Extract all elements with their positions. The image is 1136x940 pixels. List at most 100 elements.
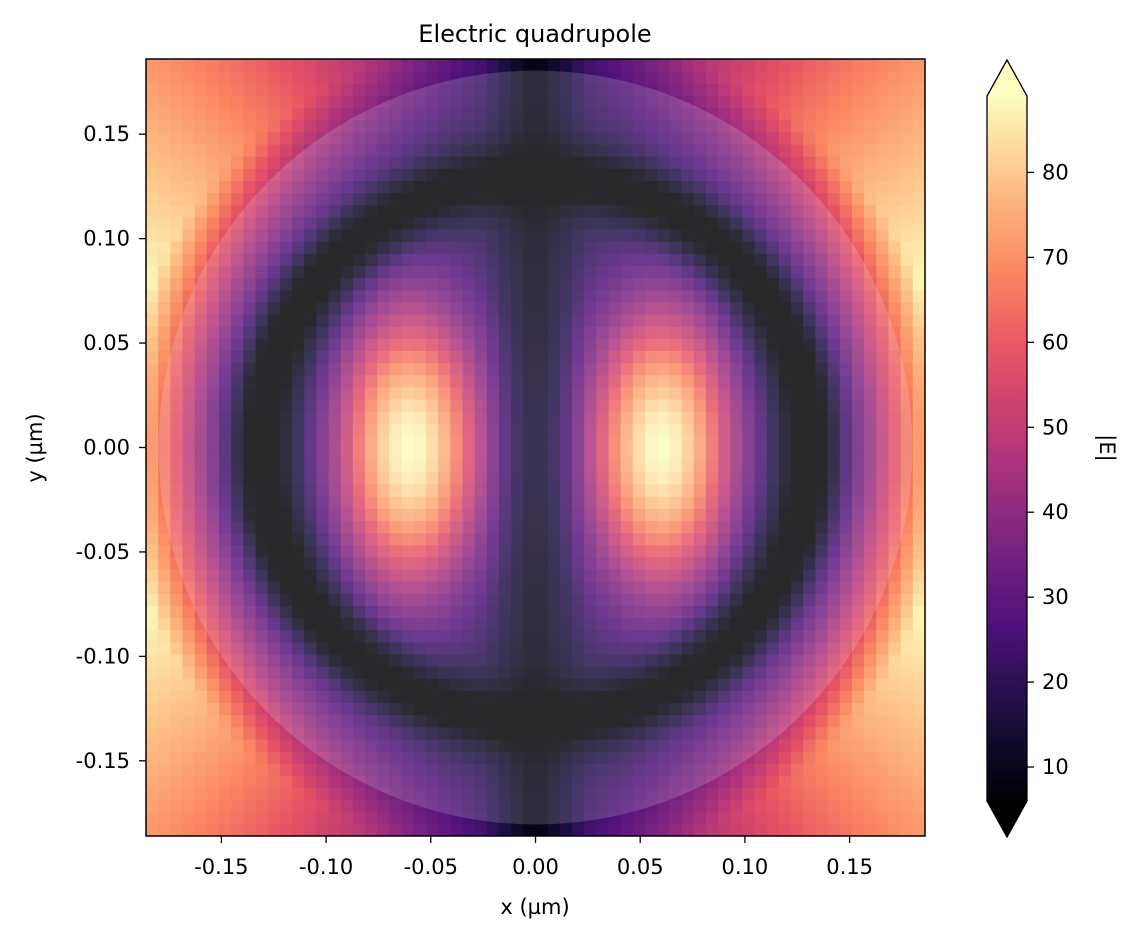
heatmap-cell bbox=[389, 568, 403, 582]
heatmap-cell bbox=[876, 277, 890, 291]
heatmap-cell bbox=[632, 350, 646, 364]
heatmap-cell bbox=[681, 556, 695, 570]
heatmap-cell bbox=[657, 678, 670, 691]
heatmap-cell bbox=[912, 751, 925, 764]
heatmap-cell bbox=[645, 641, 658, 655]
heatmap-cell bbox=[900, 277, 914, 291]
heatmap-cell bbox=[231, 544, 244, 558]
heatmap-cell bbox=[498, 131, 512, 145]
heatmap-cell bbox=[572, 447, 585, 461]
heatmap-cell bbox=[425, 253, 439, 266]
heatmap-cell bbox=[900, 593, 914, 606]
heatmap-cell bbox=[718, 641, 731, 655]
heatmap-cell bbox=[535, 544, 549, 558]
heatmap-cell bbox=[827, 702, 841, 716]
heatmap-cell bbox=[219, 726, 232, 740]
heatmap-cell bbox=[754, 787, 768, 801]
heatmap-cell bbox=[523, 423, 537, 436]
heatmap-cell bbox=[146, 326, 159, 339]
heatmap-cell bbox=[474, 59, 488, 72]
heatmap-cell bbox=[401, 568, 415, 582]
heatmap-cell bbox=[158, 253, 171, 266]
heatmap-cell bbox=[267, 726, 281, 740]
heatmap-cell bbox=[803, 119, 817, 133]
heatmap-cell bbox=[474, 350, 488, 364]
heatmap-cell bbox=[146, 119, 159, 133]
heatmap-cell bbox=[657, 653, 670, 667]
heatmap-cell bbox=[170, 544, 184, 558]
heatmap-cell bbox=[450, 471, 464, 485]
heatmap-cell bbox=[912, 326, 925, 339]
heatmap-cell bbox=[328, 301, 342, 315]
heatmap-cell bbox=[486, 653, 500, 667]
heatmap-cell bbox=[474, 313, 488, 327]
heatmap-cell bbox=[377, 386, 391, 400]
heatmap-cell bbox=[705, 617, 719, 631]
heatmap-cell bbox=[900, 192, 914, 206]
heatmap-cell bbox=[730, 411, 744, 424]
heatmap-cell bbox=[243, 751, 257, 764]
heatmap-cell bbox=[365, 350, 378, 364]
heatmap-cell bbox=[523, 71, 537, 84]
heatmap-cell bbox=[803, 799, 817, 813]
heatmap-cell bbox=[572, 107, 585, 121]
heatmap-cell bbox=[377, 568, 391, 582]
heatmap-cell bbox=[304, 277, 317, 291]
heatmap-cell bbox=[632, 228, 646, 242]
heatmap-cell bbox=[547, 459, 561, 473]
heatmap-cell bbox=[219, 532, 232, 546]
heatmap-cell bbox=[401, 204, 415, 218]
heatmap-cell bbox=[231, 799, 244, 813]
heatmap-cell bbox=[267, 326, 281, 339]
heatmap-cell bbox=[705, 180, 719, 194]
heatmap-cell bbox=[425, 338, 439, 351]
heatmap-cell bbox=[401, 629, 415, 643]
heatmap-cell bbox=[255, 131, 269, 145]
heatmap-cell bbox=[267, 241, 281, 254]
heatmap-cell bbox=[912, 483, 925, 497]
heatmap-cell bbox=[900, 119, 914, 133]
heatmap-cell bbox=[438, 811, 451, 825]
heatmap-cell bbox=[839, 811, 853, 825]
heatmap-cell bbox=[462, 59, 476, 72]
heatmap-cell bbox=[511, 265, 524, 279]
heatmap-cell bbox=[365, 204, 378, 218]
heatmap-cell bbox=[328, 678, 342, 691]
heatmap-cell bbox=[632, 641, 646, 655]
heatmap-cell bbox=[705, 301, 719, 315]
heatmap-cell bbox=[888, 690, 902, 704]
heatmap-cell bbox=[146, 350, 159, 364]
heatmap-cell bbox=[413, 289, 427, 303]
heatmap-cell bbox=[219, 483, 232, 497]
heatmap-cell bbox=[498, 799, 512, 813]
heatmap-cell bbox=[681, 617, 695, 631]
heatmap-cell bbox=[292, 629, 305, 643]
heatmap-cell bbox=[377, 799, 391, 813]
heatmap-cell bbox=[596, 726, 610, 740]
heatmap-cell bbox=[304, 423, 317, 436]
heatmap-cell bbox=[279, 131, 293, 145]
heatmap-cell bbox=[279, 605, 293, 619]
heatmap-cell bbox=[316, 143, 330, 157]
heatmap-cell bbox=[535, 253, 549, 266]
heatmap-cell bbox=[340, 508, 354, 521]
heatmap-cell bbox=[657, 738, 670, 752]
heatmap-cell bbox=[645, 313, 658, 327]
heatmap-cell bbox=[182, 398, 196, 412]
heatmap-cell bbox=[547, 180, 561, 194]
heatmap-cell bbox=[292, 301, 305, 315]
heatmap-cell bbox=[377, 702, 391, 716]
heatmap-cell bbox=[498, 326, 512, 339]
heatmap-cell bbox=[535, 459, 549, 473]
heatmap-cell bbox=[255, 386, 269, 400]
heatmap-cell bbox=[596, 204, 610, 218]
heatmap-cell bbox=[450, 483, 464, 497]
heatmap-cell bbox=[231, 228, 244, 242]
heatmap-cell bbox=[669, 593, 683, 606]
heatmap-cell bbox=[742, 702, 756, 716]
heatmap-cell bbox=[900, 556, 914, 570]
heatmap-cell bbox=[486, 556, 500, 570]
heatmap-cell bbox=[645, 386, 658, 400]
heatmap-cell bbox=[498, 71, 512, 84]
heatmap-cell bbox=[888, 653, 902, 667]
